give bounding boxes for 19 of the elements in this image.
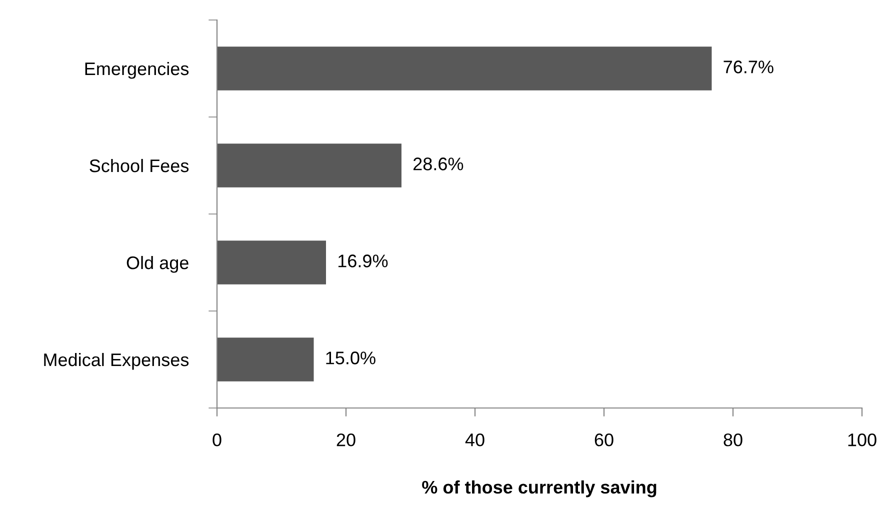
x-tick-label: 0 <box>212 433 222 446</box>
y-tick-label: Emergencies <box>85 62 189 79</box>
bar <box>217 46 712 90</box>
x-tick-label: 80 <box>724 433 742 446</box>
y-tick-label: Old age <box>126 256 188 273</box>
data-label: 28.6% <box>413 158 464 170</box>
bar <box>217 240 326 284</box>
y-tick-label: School Fees <box>90 158 189 172</box>
data-label: 15.0% <box>326 352 376 364</box>
data-label: 16.9% <box>338 254 388 268</box>
x-tick-label: 40 <box>465 433 484 446</box>
y-tick-label: Medical Expenses <box>44 352 189 370</box>
data-label: 76.7% <box>724 60 774 74</box>
x-tick-label: 20 <box>336 433 356 446</box>
x-tick-label: 60 <box>594 433 614 446</box>
x-tick-label: 100 <box>848 433 876 446</box>
x-axis-title: % of those currently saving <box>422 480 656 498</box>
bar <box>217 144 402 188</box>
bar <box>217 338 314 382</box>
